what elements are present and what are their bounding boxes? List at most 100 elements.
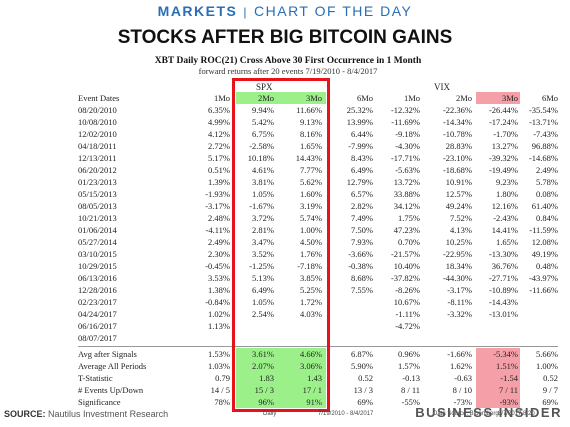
table-cell: -14.43%: [488, 297, 518, 307]
table-cell: -3.66%: [348, 249, 373, 259]
table-cell: 8 / 10: [452, 385, 472, 395]
row-label: 10/29/2015: [78, 261, 117, 271]
table-cell: 1Mo: [403, 93, 420, 103]
table-cell: 47.23%: [393, 225, 420, 235]
table-cell: 1.43: [307, 373, 322, 383]
table-cell: -7.18%: [297, 261, 322, 271]
row-label: Event Dates: [78, 93, 120, 103]
table-cell: -23.10%: [442, 153, 472, 163]
table-cell: 8.16%: [300, 129, 322, 139]
table-cell: -37.82%: [390, 273, 420, 283]
table-cell: 1.60%: [300, 189, 322, 199]
table-cell: 1.62%: [450, 361, 472, 371]
table-cell: 8 / 11: [400, 385, 420, 395]
row-label: 08/07/2017: [78, 333, 117, 343]
table-cell: -44.30%: [442, 273, 472, 283]
table-cell: -2.43%: [493, 213, 518, 223]
table-cell: 91%: [306, 397, 322, 407]
table-cell: 11.66%: [296, 105, 322, 115]
table-cell: -11.59%: [529, 225, 558, 235]
table-cell: -3.32%: [447, 309, 472, 319]
row-label: 04/24/2017: [78, 309, 117, 319]
table-row: 08/05/2013 -3.17% -1.67% 3.19% 2.82% 34.12% 49…: [78, 200, 558, 212]
table-cell: -8.11%: [447, 297, 472, 307]
row-label: Avg after Signals: [78, 349, 137, 359]
table-row: 12/02/2010 4.12% 6.75% 8.16% 6.44% -9.18% -10.…: [78, 128, 558, 140]
footnote-period: 7/19/2010 - 8/4/2017: [318, 411, 374, 417]
table-cell: 96.88%: [531, 141, 558, 151]
row-label: 12/13/2011: [78, 153, 117, 163]
row-label: Average All Periods: [78, 361, 147, 371]
row-label: 10/08/2010: [78, 117, 117, 127]
table-cell: 1.13%: [208, 321, 230, 331]
table-cell: 1.65%: [300, 141, 322, 151]
table-cell: 0.52: [543, 373, 558, 383]
table-cell: 3.61%: [252, 349, 274, 359]
table-cell: -4.72%: [395, 321, 420, 331]
table-cell: 7.93%: [351, 237, 373, 247]
table-cell: 13.27%: [491, 141, 518, 151]
table-cell: 14 / 5: [210, 385, 230, 395]
row-label: 01/23/2013: [78, 177, 117, 187]
row-label: 06/13/2016: [78, 273, 117, 283]
table-cell: -22.95%: [442, 249, 472, 259]
table-cell: 2.82%: [351, 201, 373, 211]
table-row: 12/28/2016 1.38% 6.49% 5.25% 7.55% -8.26% -3.1…: [78, 284, 558, 296]
footnote-timestamp: 8/7/2017 8:20: [498, 411, 535, 417]
table-cell: 6.44%: [351, 129, 373, 139]
table-cell: -11.69%: [391, 117, 420, 127]
footnote-daily: Daily: [263, 411, 277, 417]
table-cell: -1.70%: [493, 129, 518, 139]
table-cell: 3.85%: [300, 273, 322, 283]
table-cell: 5.74%: [300, 213, 322, 223]
table-cell: 7.55%: [351, 285, 373, 295]
table-cell: 0.52: [358, 373, 373, 383]
source-label: SOURCE:: [4, 409, 46, 419]
table-cell: -9.18%: [395, 129, 420, 139]
table-row: 10/08/2010 4.99% 5.42% 9.13% 13.99% -11.69% -1…: [78, 116, 558, 128]
table-cell: -3.17%: [447, 285, 472, 295]
table-cell: 3.47%: [252, 237, 274, 247]
table-cell: -43.97%: [528, 273, 558, 283]
table-cell: -1.93%: [205, 189, 230, 199]
table-cell: 1.38%: [208, 285, 230, 295]
table-cell: -21.57%: [390, 249, 420, 259]
table-cell: -1.66%: [447, 349, 472, 359]
table-cell: 6.75%: [252, 129, 274, 139]
table-cell: 7 / 11: [498, 385, 518, 395]
table-cell: 9.13%: [300, 117, 322, 127]
table-row: 03/10/2015 2.30% 3.52% 1.76% -3.66% -21.57% -2…: [78, 248, 558, 260]
table-cell: 0.70%: [398, 237, 420, 247]
table-cell: 1.75%: [398, 213, 420, 223]
table-cell: -14.68%: [528, 153, 558, 163]
row-label: Significance: [78, 397, 121, 407]
table-cell: 1.02%: [208, 309, 230, 319]
table-cell: 3.52%: [252, 249, 274, 259]
table-cell: 17 / 1: [302, 385, 322, 395]
source-line: SOURCE: Nautilus Investment Research: [4, 409, 168, 419]
row-label: 08/05/2013: [78, 201, 117, 211]
table-row: 01/23/2013 1.39% 3.81% 5.62% 12.79% 13.72% 10.…: [78, 176, 558, 188]
row-label: 08/20/2010: [78, 105, 117, 115]
table-cell: -10.89%: [488, 285, 518, 295]
table-cell: 4.66%: [300, 349, 322, 359]
table-cell: 6Mo: [356, 93, 373, 103]
row-label: 12/02/2010: [78, 129, 117, 139]
table-cell: 1.05%: [252, 189, 274, 199]
table-row: 10/29/2015 -0.45% -1.25% -7.18% -0.38% 10.40%…: [78, 260, 558, 272]
table-cell: 3.19%: [300, 201, 322, 211]
table-row: 02/23/2017 -0.84% 1.05% 1.72% 10.67% -8.11% -1…: [78, 296, 558, 308]
table-cell: 1.00%: [536, 361, 558, 371]
table-cell: -26.44%: [488, 105, 518, 115]
table-subtitle: forward returns after 20 events 7/19/201…: [198, 66, 378, 76]
table-cell: 14.43%: [295, 153, 322, 163]
header-markets: MARKETS: [157, 3, 238, 19]
table-cell: 10.91%: [445, 177, 472, 187]
table-cell: 33.88%: [393, 189, 420, 199]
table-cell: 2.30%: [208, 249, 230, 259]
table-cell: 6.35%: [208, 105, 230, 115]
table-cell: 4.13%: [450, 225, 472, 235]
row-label: 03/10/2015: [78, 249, 117, 259]
table-cell: 0.48%: [536, 261, 558, 271]
data-table: XBT Daily ROC(21) Cross Above 30 First O…: [78, 56, 558, 417]
